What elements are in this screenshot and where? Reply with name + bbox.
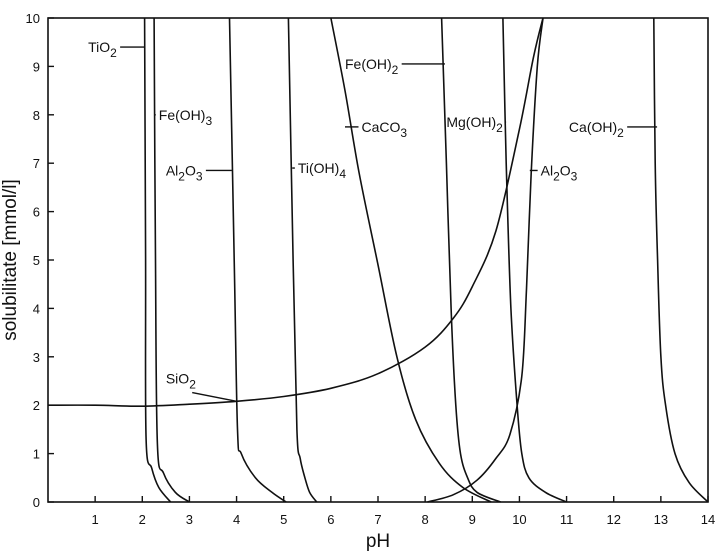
y-tick-label: 4 [33, 301, 40, 316]
x-tick-label: 10 [512, 512, 526, 527]
x-tick-label: 4 [233, 512, 240, 527]
label-tio2: TiO2 [88, 39, 145, 60]
y-tick-label: 2 [33, 398, 40, 413]
svg-text:Fe(OH)3: Fe(OH)3 [159, 107, 213, 128]
x-tick-label: 7 [374, 512, 381, 527]
label-tioh4: Ti(OH)4 [292, 160, 346, 181]
x-tick-label: 1 [92, 512, 99, 527]
label-al2o3-right: Al2O3 [529, 162, 578, 183]
curve-feoh3 [153, 17, 190, 503]
x-tick-label: 2 [139, 512, 146, 527]
y-tick-label: 6 [33, 205, 40, 220]
svg-text:Al2O3: Al2O3 [541, 162, 578, 183]
svg-text:Fe(OH)2: Fe(OH)2 [345, 56, 399, 77]
plot-frame [47, 17, 709, 503]
x-tick-label: 11 [560, 512, 574, 527]
y-tick-label: 10 [26, 11, 40, 26]
x-tick-label: 8 [422, 512, 429, 527]
curves [47, 17, 709, 503]
curve-mgoh2 [502, 17, 567, 503]
y-tick-label: 8 [33, 108, 40, 123]
label-sio2: SiO2 [166, 371, 237, 403]
curve-tio2 [143, 17, 172, 503]
y-tick-label: 3 [33, 350, 40, 365]
y-tick-label: 1 [33, 447, 40, 462]
svg-text:CaCO3: CaCO3 [362, 119, 408, 140]
svg-text:Ca(OH)2: Ca(OH)2 [569, 119, 624, 140]
curve-tioh4 [287, 17, 318, 503]
label-caoh2: Ca(OH)2 [569, 119, 658, 140]
label-feoh3: Fe(OH)3 [155, 107, 212, 128]
svg-text:TiO2: TiO2 [88, 39, 117, 60]
x-tick-label: 6 [327, 512, 334, 527]
curve-al2o3-left [228, 17, 287, 503]
y-tick-label: 5 [33, 253, 40, 268]
curve-caoh2 [653, 17, 709, 503]
x-axis-title: pH [366, 531, 390, 551]
curve-labels: TiO2 Fe(OH)3 Al2O3 Ti(OH)4 CaCO3 Fe(OH)2 Mg(OH… [88, 39, 658, 403]
label-mgoh2: Mg(OH)2 [446, 114, 507, 135]
curve-sio2 [47, 17, 544, 408]
x-tick-label: 14 [701, 512, 715, 527]
label-al2o3-left: Al2O3 [166, 162, 232, 183]
curve-caco3 [330, 17, 492, 503]
svg-text:Al2O3: Al2O3 [166, 162, 203, 183]
curve-al2o3-right [427, 17, 544, 503]
y-tick-label: 0 [33, 495, 40, 510]
curve-feoh2 [440, 17, 501, 503]
y-tick-label: 9 [33, 59, 40, 74]
label-leader-line [192, 391, 237, 403]
label-caco3: CaCO3 [345, 119, 407, 140]
x-tick-label: 9 [469, 512, 476, 527]
x-tick-label: 3 [186, 512, 193, 527]
svg-text:SiO2: SiO2 [166, 371, 196, 392]
x-tick-label: 5 [280, 512, 287, 527]
x-tick-label: 12 [606, 512, 620, 527]
svg-text:Ti(OH)4: Ti(OH)4 [298, 160, 346, 181]
x-tick-label: 13 [654, 512, 668, 527]
label-feoh2: Fe(OH)2 [345, 56, 445, 77]
y-tick-label: 7 [33, 156, 40, 171]
svg-text:Mg(OH)2: Mg(OH)2 [446, 114, 503, 135]
y-axis-title: solubilitate [mmol/l] [0, 179, 21, 341]
